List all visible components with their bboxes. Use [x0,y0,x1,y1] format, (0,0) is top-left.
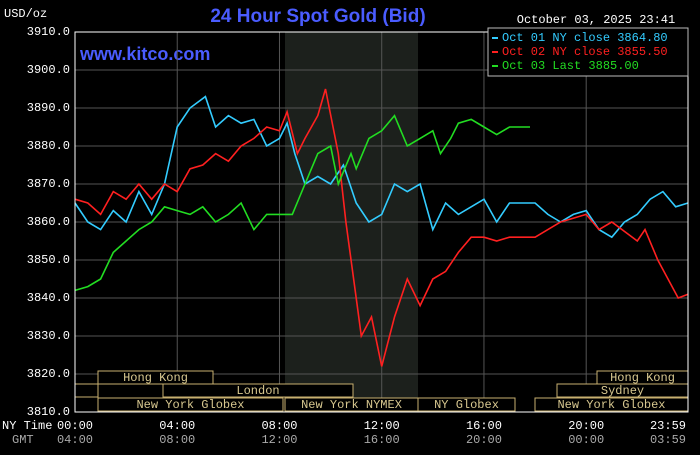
x2-tick-label: 12:00 [261,433,297,447]
y-tick-label: 3900.0 [27,63,70,77]
x-tick-label: 20:00 [568,419,604,433]
x2-tick-label: 04:00 [57,433,93,447]
y-tick-label: 3910.0 [27,25,70,39]
session-label: NY Globex [434,398,499,412]
series-line [74,95,689,239]
x-row-label: NY Time [2,419,52,433]
session-box [97,370,214,385]
lines [74,88,689,367]
x-tick-label: 08:00 [261,419,297,433]
session-label: New York NYMEX [301,398,402,412]
y-tick-label: 3840.0 [27,291,70,305]
x2-tick-label: 03:59 [650,433,686,447]
session-label: Sydney [601,384,644,398]
y-tick-label: 3870.0 [27,177,70,191]
y-tick-label: 3850.0 [27,253,70,267]
x-tick-label: 00:00 [57,419,93,433]
session-box [97,397,284,412]
chart-title: 24 Hour Spot Gold (Bid) [210,6,425,27]
x2-tick-label: 16:00 [364,433,400,447]
session-label: Hong Kong [123,371,188,385]
legend-label: Oct 01 NY close 3864.80 [502,31,668,45]
x-tick-label: 12:00 [364,419,400,433]
session-box [162,383,354,398]
y-tick-label: 3830.0 [27,329,70,343]
y-tick-label: 3890.0 [27,101,70,115]
session-label: New York Globex [557,398,665,412]
session-label: New York Globex [136,398,244,412]
y-tick-label: 3820.0 [27,367,70,381]
y-tick-label: 3880.0 [27,139,70,153]
x2-row-label: GMT [12,433,34,447]
series-line [74,114,530,292]
y-tick-label: 3860.0 [27,215,70,229]
legend-label: Oct 02 NY close 3855.50 [502,45,668,59]
date: October 03, 2025 23:41 [517,13,675,27]
x-tick-label: 23:59 [650,419,686,433]
legend-label: Oct 03 Last 3885.00 [502,59,639,73]
x2-tick-label: 00:00 [568,433,604,447]
session-label: Hong Kong [610,371,675,385]
y-tick-label: 3810.0 [27,405,70,419]
x-tick-label: 16:00 [466,419,502,433]
session-label: London [236,384,279,398]
session-box [417,397,516,412]
plot-frame [74,31,689,413]
watermark: www.kitco.com [79,44,210,64]
x2-tick-label: 20:00 [466,433,502,447]
y-unit: USD/oz [4,7,47,21]
legend-box [487,27,689,77]
x2-tick-label: 08:00 [159,433,195,447]
series-line [74,88,689,367]
x-tick-label: 04:00 [159,419,195,433]
